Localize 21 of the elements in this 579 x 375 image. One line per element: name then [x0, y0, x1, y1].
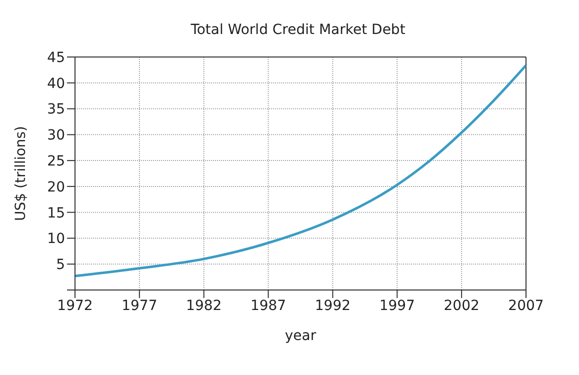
x-tick-label: 1982	[186, 298, 222, 314]
y-tick-label: 10	[47, 231, 65, 248]
y-tick-label: 20	[47, 179, 65, 196]
y-tick-label: 25	[47, 154, 65, 170]
y-tick-label: 15	[47, 205, 65, 222]
x-axis-title: year	[284, 328, 316, 344]
x-tick-label: 2007	[508, 298, 544, 314]
x-tick-label: 1972	[57, 298, 93, 314]
chart-title: Total World Credit Market Debt	[190, 22, 406, 38]
x-tick-label: 1977	[122, 298, 158, 314]
y-tick-label: 35	[47, 102, 65, 118]
x-tick-label: 1987	[250, 298, 286, 314]
y-axis-title: US$ (trillions)	[12, 126, 29, 221]
y-tick-label: 30	[47, 128, 65, 144]
x-tick-label: 1997	[379, 298, 415, 314]
x-tick-label: 2002	[444, 298, 480, 314]
line-series	[75, 64, 526, 278]
y-tick-label: 40	[47, 76, 65, 92]
y-tick-label: 5	[56, 257, 65, 274]
x-tick-label: 1992	[314, 298, 351, 314]
y-tick-label: 45	[47, 50, 65, 66]
